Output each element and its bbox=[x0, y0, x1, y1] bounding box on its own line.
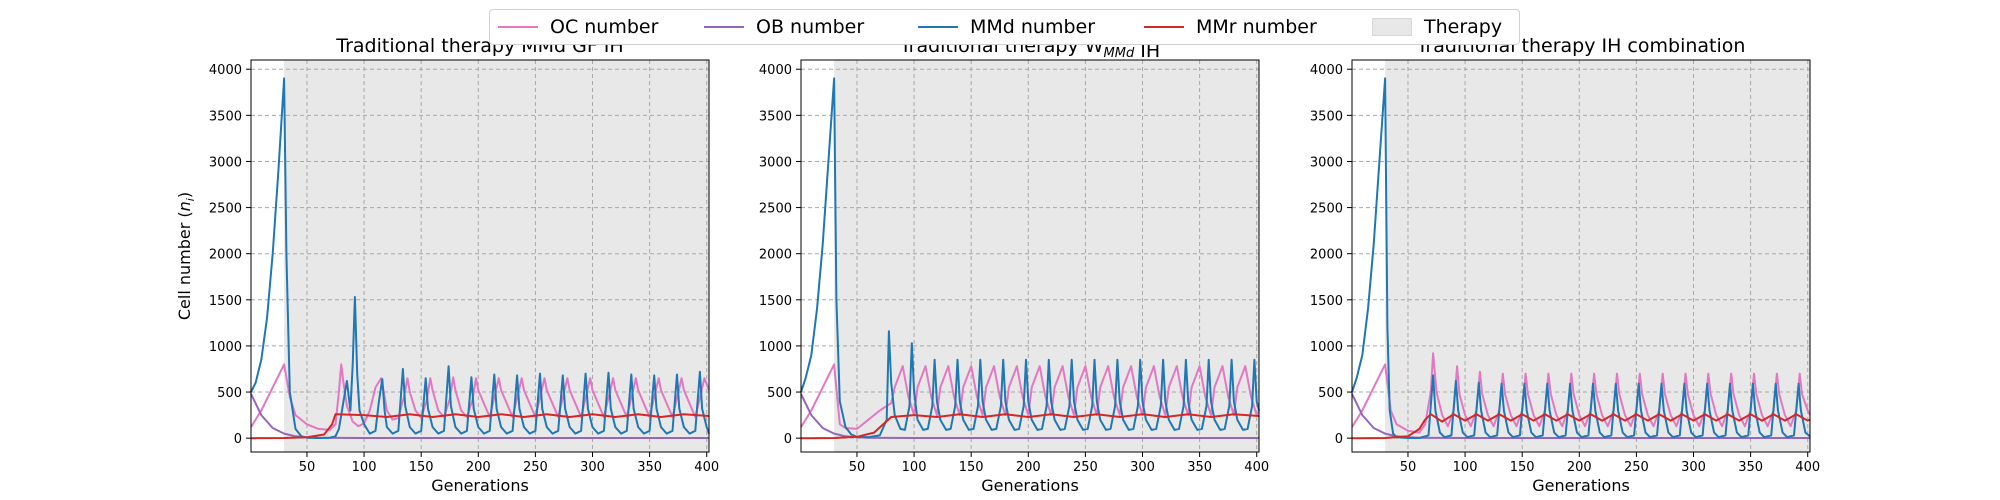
legend-label-ob: OB number bbox=[756, 16, 865, 38]
y-tick-label: 0 bbox=[1335, 432, 1343, 447]
x-tick-label: 350 bbox=[1187, 460, 1212, 475]
y-tick-label: 3500 bbox=[1310, 109, 1343, 124]
y-tick-label: 0 bbox=[234, 432, 242, 447]
x-tick-label: 400 bbox=[1795, 460, 1820, 475]
y-tick-label: 1000 bbox=[209, 340, 242, 355]
legend-swatch-therapy bbox=[1372, 18, 1412, 36]
y-axis-label: Cell number (ni) bbox=[175, 192, 197, 320]
x-tick-label: 200 bbox=[466, 460, 491, 475]
y-tick-label: 4000 bbox=[209, 63, 242, 78]
axes-frame bbox=[250, 59, 710, 453]
y-tick-label: 0 bbox=[784, 432, 792, 447]
legend-label-mmr: MMr number bbox=[1196, 16, 1317, 38]
y-tick-label: 1500 bbox=[759, 294, 792, 309]
x-tick-label: 300 bbox=[1681, 460, 1706, 475]
y-tick-label: 1000 bbox=[759, 340, 792, 355]
y-tick-label: 500 bbox=[217, 386, 242, 401]
y-tick-label: 3000 bbox=[1310, 155, 1343, 170]
y-tick-label: 2500 bbox=[1310, 202, 1343, 217]
legend-label-mmd: MMd number bbox=[970, 16, 1096, 38]
y-tick-label: 3000 bbox=[759, 155, 792, 170]
x-tick-label: 100 bbox=[902, 460, 927, 475]
series-line-mmd-number bbox=[800, 77, 1260, 439]
y-tick-label: 2000 bbox=[209, 248, 242, 263]
legend-swatch-mmr bbox=[1144, 26, 1184, 28]
legend-item-ob: OB number bbox=[704, 10, 864, 44]
series-line-mmr-number bbox=[800, 413, 1260, 440]
x-axis-label: Generations bbox=[981, 476, 1079, 495]
y-tick-label: 1500 bbox=[1310, 294, 1343, 309]
series-line-mmr-number bbox=[250, 413, 710, 440]
x-tick-label: 150 bbox=[409, 460, 434, 475]
x-tick-label: 400 bbox=[1244, 460, 1269, 475]
x-tick-label: 50 bbox=[849, 460, 866, 475]
legend-swatch-ob bbox=[704, 26, 744, 28]
legend-swatch-mmd bbox=[918, 26, 958, 28]
legend-item-oc: OC number bbox=[498, 10, 658, 44]
x-tick-label: 300 bbox=[1130, 460, 1155, 475]
x-axis-label: Generations bbox=[1532, 476, 1630, 495]
y-tick-label: 2000 bbox=[1310, 248, 1343, 263]
ylabel-subscript: i bbox=[184, 198, 197, 201]
y-tick-label: 2500 bbox=[759, 202, 792, 217]
x-tick-label: 150 bbox=[959, 460, 984, 475]
y-tick-label: 2000 bbox=[759, 248, 792, 263]
series-line-oc-number bbox=[1351, 352, 1811, 434]
subplot-1: 50 100 150 200 250 300 350 40005001000150020002… bbox=[175, 35, 719, 495]
x-tick-label: 350 bbox=[1738, 460, 1763, 475]
x-tick-label: 300 bbox=[580, 460, 605, 475]
x-tick-label: 400 bbox=[694, 460, 719, 475]
x-tick-label: 150 bbox=[1510, 460, 1535, 475]
x-tick-label: 50 bbox=[299, 460, 316, 475]
subplot-2: 50 100 150 200 250 300 350 40005001000150020002… bbox=[759, 35, 1269, 495]
axes-frame bbox=[800, 59, 1260, 453]
legend-item-therapy: Therapy bbox=[1372, 10, 1502, 44]
x-tick-label: 250 bbox=[523, 460, 548, 475]
legend: OC number OB number MMd number MMr numbe… bbox=[489, 9, 1520, 45]
legend-label-oc: OC number bbox=[550, 16, 659, 38]
y-tick-label: 3500 bbox=[759, 109, 792, 124]
ylabel-text: Cell number ( bbox=[175, 211, 194, 320]
x-tick-label: 100 bbox=[1453, 460, 1478, 475]
title-text: IH bbox=[1134, 40, 1160, 62]
therapy-span bbox=[1385, 60, 1810, 452]
x-tick-label: 250 bbox=[1624, 460, 1649, 475]
legend-label-therapy: Therapy bbox=[1424, 16, 1503, 38]
x-tick-label: 250 bbox=[1073, 460, 1098, 475]
y-tick-label: 500 bbox=[767, 386, 792, 401]
y-tick-label: 1000 bbox=[1310, 340, 1343, 355]
y-tick-label: 3500 bbox=[209, 109, 242, 124]
y-tick-label: 4000 bbox=[1310, 63, 1343, 78]
y-tick-label: 1500 bbox=[209, 294, 242, 309]
ylabel-var: n bbox=[175, 201, 194, 211]
legend-item-mmr: MMr number bbox=[1144, 10, 1317, 44]
axes-frame bbox=[1351, 59, 1811, 453]
y-tick-label: 4000 bbox=[759, 63, 792, 78]
y-tick-label: 500 bbox=[1318, 386, 1343, 401]
y-tick-label: 2500 bbox=[209, 202, 242, 217]
title-subscript: MMd bbox=[1104, 46, 1135, 61]
series-line-mmd-number bbox=[1351, 77, 1811, 439]
y-tick-label: 3000 bbox=[209, 155, 242, 170]
subplot-3: 50 100 150 200 250 300 350 40005001000150020002… bbox=[1310, 35, 1820, 495]
legend-item-mmd: MMd number bbox=[918, 10, 1095, 44]
x-axis-label: Generations bbox=[431, 476, 529, 495]
x-tick-label: 200 bbox=[1016, 460, 1041, 475]
x-tick-label: 100 bbox=[352, 460, 377, 475]
series-line-oc-number bbox=[250, 363, 710, 431]
x-tick-label: 200 bbox=[1567, 460, 1592, 475]
ylabel-text: ) bbox=[175, 192, 194, 198]
series-line-mmr-number bbox=[1351, 413, 1811, 440]
x-tick-label: 350 bbox=[637, 460, 662, 475]
legend-swatch-oc bbox=[498, 26, 538, 28]
x-tick-label: 50 bbox=[1400, 460, 1417, 475]
